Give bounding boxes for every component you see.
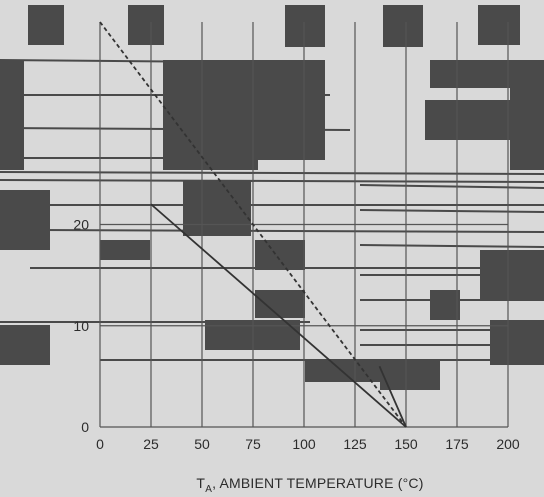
y-tick-labels: 0 10 20: [73, 217, 89, 436]
y-tick-label-0: 0: [81, 419, 89, 435]
chart-grid: [99, 22, 509, 428]
scan-artifact-blocks: [0, 5, 544, 390]
series-line-1: [150, 203, 407, 428]
x-tick-label-1: 25: [143, 436, 159, 452]
x-tick-labels: 0 25 50 75 100 125 150 175 200: [96, 436, 520, 452]
scan-artifact-streaks: [0, 59, 544, 361]
x-axis-title-symbol: T: [196, 475, 205, 491]
x-tick-label-3: 75: [245, 436, 261, 452]
x-axis-title: TA, AMBIENT TEMPERATURE (°C): [196, 475, 423, 495]
x-tick-label-0: 0: [96, 436, 104, 452]
y-tick-label-1: 10: [73, 318, 89, 334]
y-tick-label-2: 20: [73, 217, 89, 233]
chart-series: [99, 21, 407, 428]
series-line-0: [99, 21, 407, 428]
x-tick-label-6: 150: [394, 436, 418, 452]
x-tick-label-7: 175: [445, 436, 469, 452]
x-tick-label-5: 125: [343, 436, 367, 452]
x-tick-label-2: 50: [194, 436, 210, 452]
x-tick-label-4: 100: [292, 436, 316, 452]
x-axis-title-subscript: A: [205, 484, 212, 495]
x-tick-label-8: 200: [496, 436, 520, 452]
series-line-2: [378, 365, 407, 428]
x-axis-title-text: , AMBIENT TEMPERATURE (°C): [212, 475, 424, 491]
